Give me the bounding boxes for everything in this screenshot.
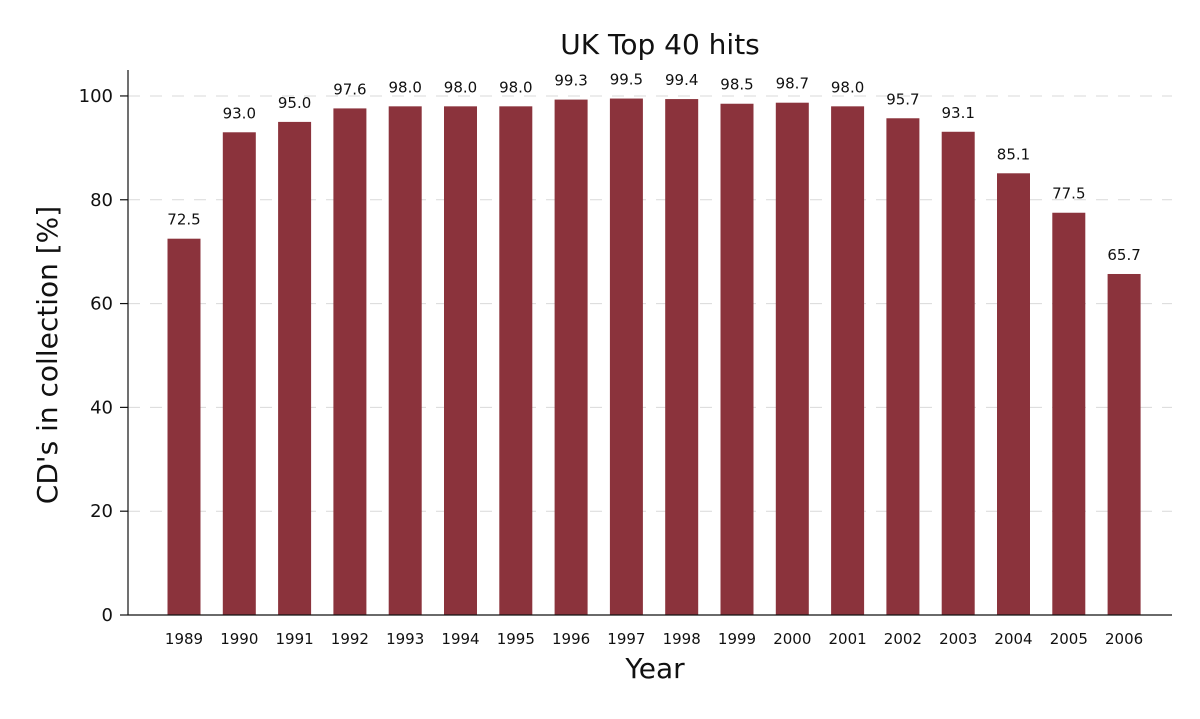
x-tick-label-1989: 1989: [165, 630, 203, 648]
value-label-1996: 99.3: [554, 72, 587, 90]
value-label-1995: 98.0: [499, 78, 532, 96]
value-label-layer: 72.5 93.0 95.0 97.6 98.0 98.0 98.0 99.3 99.5 99.4…: [167, 71, 1141, 264]
value-label-2005: 77.5: [1052, 185, 1085, 203]
x-tick-label-1998: 1998: [663, 630, 701, 648]
x-tick-label-1999: 1999: [718, 630, 756, 648]
bar-1995: [499, 106, 533, 615]
value-label-1992: 97.6: [333, 80, 366, 98]
bar-1990: [222, 132, 256, 616]
y-tick-label: 0: [102, 605, 113, 626]
value-label-1994: 98.0: [444, 78, 477, 96]
bar-2006: [1107, 273, 1141, 615]
bar-1997: [609, 98, 643, 616]
x-tick-label-1994: 1994: [441, 630, 479, 648]
value-label-1991: 95.0: [278, 94, 311, 112]
bar-1993: [388, 106, 422, 615]
value-label-2002: 95.7: [886, 90, 919, 108]
bar-1991: [278, 121, 312, 616]
value-label-2004: 85.1: [997, 145, 1030, 163]
value-label-1990: 93.0: [223, 104, 256, 122]
bar-1998: [665, 99, 699, 616]
x-tick-label-1997: 1997: [607, 630, 645, 648]
value-label-1993: 98.0: [388, 78, 421, 96]
x-tick-label-1996: 1996: [552, 630, 590, 648]
axis-layer: [127, 70, 1172, 616]
x-tick-label-2005: 2005: [1050, 630, 1088, 648]
bar-2003: [941, 131, 975, 615]
bar-1999: [720, 103, 754, 615]
value-label-1999: 98.5: [720, 76, 753, 94]
x-tick-label-1991: 1991: [276, 630, 314, 648]
x-tick-label-1990: 1990: [220, 630, 258, 648]
bar-layer: [167, 98, 1141, 616]
x-tick-label-1992: 1992: [331, 630, 369, 648]
bar-2001: [831, 106, 865, 615]
value-label-2001: 98.0: [831, 78, 864, 96]
x-tick-label-2001: 2001: [829, 630, 867, 648]
x-tick-label-2003: 2003: [939, 630, 977, 648]
y-axis-label: CD's in collection [%]: [31, 206, 64, 504]
bar-2005: [1052, 212, 1086, 615]
y-tick-label: 20: [90, 501, 113, 522]
value-label-1997: 99.5: [610, 71, 643, 89]
bar-2000: [775, 102, 809, 615]
bar-1992: [333, 108, 367, 616]
y-tick-label: 100: [79, 86, 113, 107]
value-label-2000: 98.7: [776, 75, 809, 93]
x-tick-label-1993: 1993: [386, 630, 424, 648]
bar-1994: [444, 106, 477, 615]
x-tick-layer: 1989 1990 1991 1992 1993 1994 1995 1996 1997 1998…: [165, 630, 1143, 648]
y-tick-label: 60: [90, 294, 113, 315]
y-tick-label: 40: [90, 397, 113, 418]
value-label-2006: 65.7: [1107, 246, 1140, 264]
bar-1996: [554, 99, 588, 616]
x-tick-label-1995: 1995: [497, 630, 535, 648]
value-label-2003: 93.1: [941, 104, 974, 122]
x-axis-label: Year: [624, 652, 685, 685]
x-tick-label-2004: 2004: [994, 630, 1032, 648]
chart-title: UK Top 40 hits: [560, 28, 760, 61]
bar-1989: [167, 238, 201, 615]
x-tick-label-2006: 2006: [1105, 630, 1143, 648]
y-tick-layer: 0 20 40 60 80 100: [79, 86, 128, 626]
x-tick-label-2000: 2000: [773, 630, 811, 648]
value-label-1998: 99.4: [665, 71, 698, 89]
bar-2004: [997, 173, 1030, 616]
x-tick-label-2002: 2002: [884, 630, 922, 648]
bar-2002: [886, 118, 920, 616]
y-tick-label: 80: [90, 190, 113, 211]
value-label-1989: 72.5: [167, 211, 200, 229]
